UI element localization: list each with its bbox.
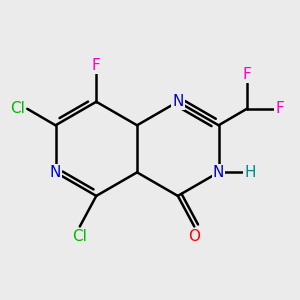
Text: F: F [92,58,101,73]
Text: N: N [50,165,61,180]
Text: N: N [172,94,184,109]
Text: N: N [213,165,224,180]
Text: Cl: Cl [72,229,87,244]
Text: O: O [188,229,200,244]
Text: Cl: Cl [10,101,25,116]
Text: F: F [275,101,284,116]
Text: H: H [244,165,256,180]
Text: F: F [242,67,251,82]
